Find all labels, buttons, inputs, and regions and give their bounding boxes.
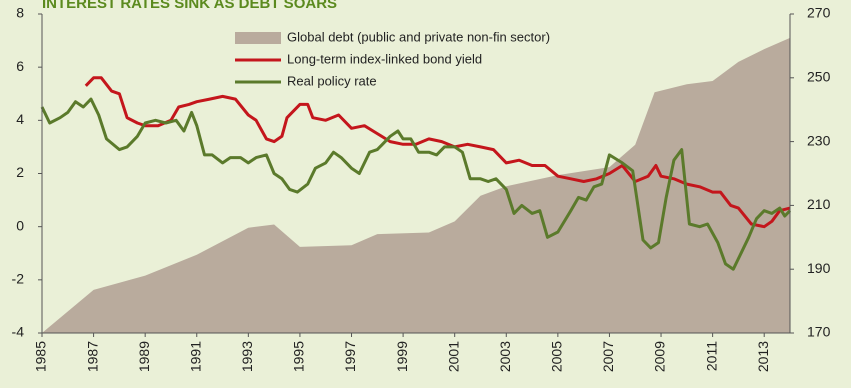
y2-tick-label: 230	[807, 132, 831, 148]
legend-label: Real policy rate	[287, 73, 377, 88]
y-tick-label: 8	[16, 5, 24, 21]
chart-title: INTEREST RATES SINK AS DEBT SOARS	[42, 0, 337, 12]
y2-tick-label: 250	[807, 69, 831, 85]
y2-tick-label: 270	[807, 5, 831, 21]
x-tick-label: 2013	[755, 341, 771, 372]
x-tick-label: 2011	[703, 341, 719, 371]
series-line	[84, 76, 791, 229]
x-tick-label: 1995	[291, 341, 307, 372]
x-tick-label: 1997	[342, 341, 358, 372]
debt-area	[42, 37, 790, 334]
y2-tick-label: 190	[807, 260, 831, 276]
x-tick-label: 2005	[549, 341, 565, 372]
legend-label: Long-term index-linked bond yield	[287, 51, 482, 66]
x-tick-label: 2009	[652, 341, 668, 372]
legend-label: Global debt (public and private non-fin …	[287, 29, 550, 44]
x-tick-label: 1999	[394, 341, 410, 372]
plot-area	[40, 37, 792, 334]
x-tick-label: 1989	[136, 341, 152, 372]
y-tick-label: -2	[12, 271, 25, 287]
x-tick-label: 1993	[239, 341, 255, 372]
legend-swatch	[235, 32, 281, 44]
y-tick-label: -4	[12, 324, 25, 340]
y2-tick-label: 210	[807, 196, 831, 212]
series-line	[40, 97, 792, 271]
x-tick-label: 1991	[187, 341, 203, 372]
y-tick-label: 6	[16, 58, 24, 74]
y-tick-label: 0	[16, 217, 24, 233]
x-tick-label: 2001	[445, 341, 461, 372]
x-tick-label: 1987	[84, 341, 100, 372]
x-tick-label: 2007	[600, 341, 616, 372]
y-tick-label: 4	[16, 111, 24, 127]
x-tick-label: 1985	[33, 341, 49, 372]
legend: Global debt (public and private non-fin …	[235, 29, 550, 88]
y2-tick-label: 170	[807, 324, 831, 340]
x-tick-label: 2003	[497, 341, 513, 372]
y-tick-label: 2	[16, 164, 24, 180]
